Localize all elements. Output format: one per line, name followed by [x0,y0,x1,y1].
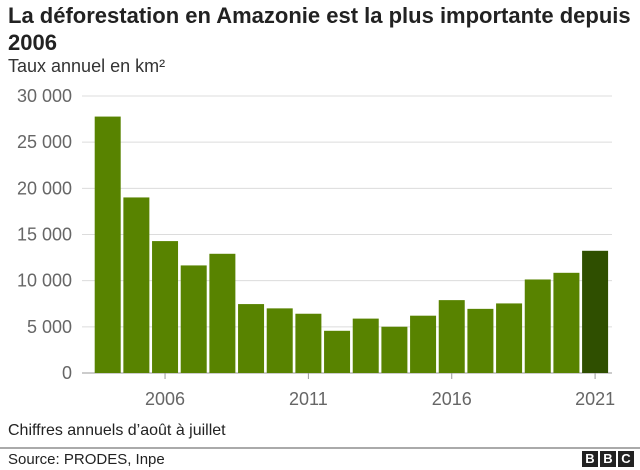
y-tick-label: 10 000 [17,271,72,291]
chart-title: La déforestation en Amazonie est la plus… [8,3,631,55]
bbc-logo-letter: B [600,451,616,467]
bar-2010 [266,308,293,373]
bar-2021 [582,250,609,373]
x-tick-label: 2021 [575,389,615,409]
bbc-logo: B B C [582,451,634,467]
bbc-logo-letter: C [618,451,634,467]
chart-subtitle: Taux annuel en km² [8,56,166,76]
bar-2014 [381,326,408,373]
bar-2008 [209,253,236,373]
y-tick-label: 20 000 [17,178,72,198]
bar-2018 [496,303,523,373]
bar-2016 [438,300,465,373]
bar-2013 [352,318,379,373]
bar-2019 [524,279,551,373]
bar-2005 [123,197,150,373]
y-tick-label: 25 000 [17,132,72,152]
bar-2020 [553,272,580,373]
bar-chart: 0 5 000 10 000 15 000 20 000 25 000 30 000 2006… [17,86,615,409]
y-tick-label: 15 000 [17,225,72,245]
bar-2006 [152,241,179,373]
bar-2011 [295,313,322,373]
y-tick-label: 30 000 [17,86,72,106]
chart-note: Chiffres annuels d’août à juillet [8,422,226,439]
x-tick-label: 2011 [289,389,328,409]
divider [0,447,640,449]
y-tick-label: 5 000 [27,317,72,337]
bar-2004 [94,116,121,373]
bar-2012 [324,330,351,373]
bar-2009 [238,304,265,373]
x-tick-label: 2006 [145,389,185,409]
bar-2007 [180,265,207,373]
bar-2015 [410,315,437,373]
bbc-logo-letter: B [582,451,598,467]
bar-2017 [467,308,494,373]
source-text: Source: PRODES, Inpe [8,451,165,468]
y-tick-label: 0 [62,363,72,383]
x-tick-label: 2016 [432,389,472,409]
